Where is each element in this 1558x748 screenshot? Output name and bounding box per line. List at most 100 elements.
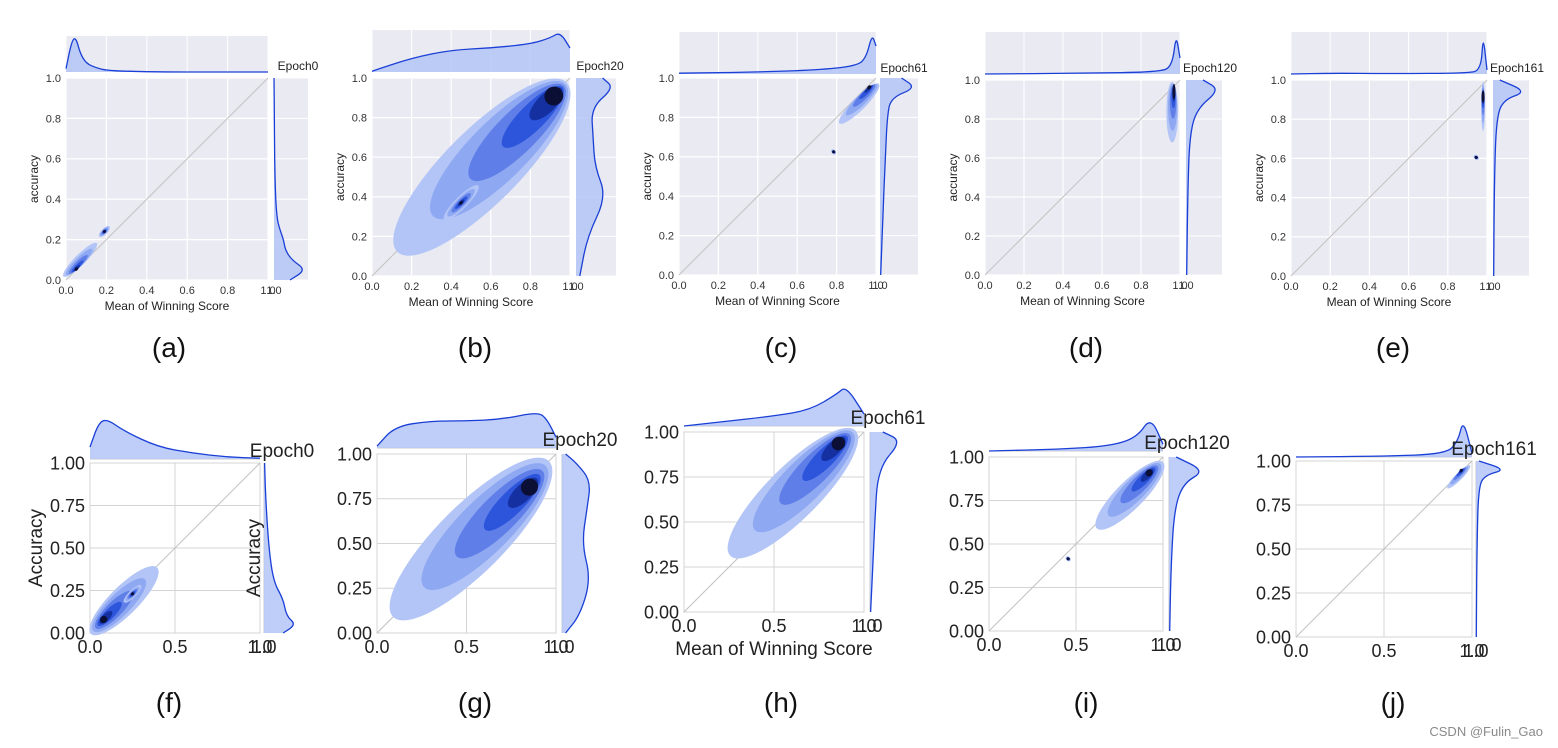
y-axis-label: accuracy <box>946 153 960 201</box>
x-tick-label: 0.0 <box>58 285 73 297</box>
y-tick-label: 1.00 <box>644 422 679 442</box>
right-marginal-area <box>576 78 611 276</box>
right-marginal-line <box>263 462 294 634</box>
y-tick-label: 0.6 <box>1271 153 1286 165</box>
top-marginal-area <box>66 38 268 72</box>
top-marginal-bg <box>1291 32 1487 74</box>
right-marginal-line <box>579 77 611 277</box>
x-axis-label: Mean of Winning Score <box>675 639 873 660</box>
subfigure-caption: (a) <box>152 332 186 363</box>
epoch-label: Epoch61 <box>850 408 925 429</box>
panels: 0.0 0.2 0.4 0.6 0.8 1.01.00.00.20.40.60.81.0E… <box>26 30 1544 718</box>
identity-diagonal <box>65 77 269 281</box>
right-marginal-area <box>1476 461 1501 637</box>
subfigure-caption: (j) <box>1381 687 1406 718</box>
right-marginal-area <box>1169 457 1199 631</box>
chart-panel-f: 0.0 0.5 1.01.0 0.00 0.25 0.50 0.75 1.00 Epoch0 Ac… <box>26 417 314 718</box>
x-tick-label: 0.4 <box>750 280 765 292</box>
y-tick-label: 0.8 <box>965 114 980 126</box>
epoch-label: Epoch120 <box>1183 61 1237 75</box>
x-tick-label: 0.8 <box>1133 280 1148 292</box>
x-tick-label: 0.0 <box>364 281 379 293</box>
right-marginal-line <box>1493 79 1522 277</box>
top-marginal-area <box>684 389 864 426</box>
x-tick-label: 0.5 <box>1063 635 1088 655</box>
right-marginal-line <box>1475 460 1501 638</box>
y-tick-label: 0.8 <box>46 113 61 125</box>
x-tick-label: 0.4 <box>444 281 459 293</box>
subfigure-caption: (h) <box>764 687 798 718</box>
top-marginal-bg <box>66 36 268 72</box>
x-tick-label: 0.5 <box>761 616 786 636</box>
chart-panel-h: 0.0 0.5 1.01.0 0.00 0.25 0.50 0.75 1.00 Epoch61 M… <box>644 384 926 718</box>
top-marginal-line <box>376 413 557 447</box>
density-contour <box>131 592 134 596</box>
right-marginal-y-label: Accuracy <box>244 518 265 597</box>
x-tick-label: 0.2 <box>711 280 726 292</box>
y-tick-label: 0.2 <box>1271 232 1286 244</box>
x-tick-label: 0.0 <box>364 637 389 657</box>
chart-panel-b: 0.0 0.2 0.4 0.6 0.8 1.01.00.00.20.40.60.81.0E… <box>333 30 624 363</box>
right-marginal-tick-label: 1.0 <box>251 637 276 657</box>
y-tick-label: 1.0 <box>46 73 61 85</box>
subfigure-caption: (g) <box>458 687 492 718</box>
x-tick-label: 0.6 <box>790 280 805 292</box>
epoch-label: Epoch61 <box>880 61 928 75</box>
density-contour <box>459 200 463 205</box>
top-marginal-line <box>984 40 1181 75</box>
x-tick-label: 0.2 <box>404 281 419 293</box>
x-tick-label: 0.8 <box>220 285 235 297</box>
x-tick-label: 0.6 <box>1094 280 1109 292</box>
x-tick-label: 1.0 <box>247 637 272 657</box>
y-tick-label: 1.00 <box>1256 451 1291 471</box>
y-tick-label: 0.00 <box>50 623 85 643</box>
right-marginal-line <box>869 431 898 613</box>
watermark: CSDN @Fulin_Gao <box>1429 724 1543 739</box>
epoch-label: Epoch161 <box>1490 61 1544 75</box>
top-marginal-area <box>1296 425 1472 457</box>
x-tick-label: 0.0 <box>1283 641 1308 661</box>
y-tick-label: 0.8 <box>352 112 367 124</box>
y-tick-label: 0.2 <box>965 231 980 243</box>
x-tick-label: 0.6 <box>180 285 195 297</box>
subfigure-caption: (e) <box>1376 332 1410 363</box>
x-tick-label: 0.4 <box>1055 280 1070 292</box>
x-tick-label: 1.0 <box>1459 641 1484 661</box>
density-contour <box>100 615 108 624</box>
y-tick-label: 0.6 <box>46 154 61 166</box>
right-marginal-area <box>562 454 590 633</box>
right-marginal-area <box>880 78 912 275</box>
y-tick-label: 0.8 <box>659 112 674 124</box>
y-tick-label: 0.0 <box>965 270 980 282</box>
right-marginal-area <box>264 463 294 633</box>
top-marginal-bg <box>1296 417 1472 457</box>
identity-diagonal <box>984 79 1181 276</box>
density-contour <box>1145 469 1153 477</box>
top-marginal-line <box>1290 42 1488 75</box>
x-tick-label: 0.6 <box>1401 281 1416 293</box>
density-contour <box>1481 90 1485 103</box>
identity-diagonal <box>1290 79 1488 277</box>
top-marginal-area <box>90 420 260 459</box>
y-tick-label: 0.4 <box>965 192 980 204</box>
epoch-label: Epoch0 <box>278 59 319 73</box>
x-tick-label: 0.4 <box>139 285 154 297</box>
x-tick-label: 0.8 <box>523 281 538 293</box>
top-marginal-area <box>679 38 876 74</box>
subfigure-caption: (f) <box>156 687 182 718</box>
y-tick-label: 0.6 <box>965 153 980 165</box>
x-tick-label: 1.0 <box>1479 281 1494 293</box>
right-marginal-tick-label: 1.0 <box>568 281 583 293</box>
y-tick-label: 0.25 <box>949 578 984 598</box>
chart-panel-i: 0.0 0.5 1.01.0 0.00 0.25 0.50 0.75 1.00 Epoch120… <box>949 415 1230 718</box>
right-marginal-area <box>870 432 897 612</box>
y-tick-label: 0.25 <box>50 581 85 601</box>
x-axis-label: Mean of Winning Score <box>1020 294 1145 308</box>
y-tick-label: 1.0 <box>965 75 980 87</box>
y-axis-label: accuracy <box>1252 154 1266 202</box>
x-tick-label: 0.0 <box>671 280 686 292</box>
y-tick-label: 0.25 <box>337 579 372 599</box>
chart-panel-d: 0.0 0.2 0.4 0.6 0.8 1.01.00.00.20.40.60.81.0E… <box>946 32 1237 363</box>
x-tick-label: 0.2 <box>99 285 114 297</box>
